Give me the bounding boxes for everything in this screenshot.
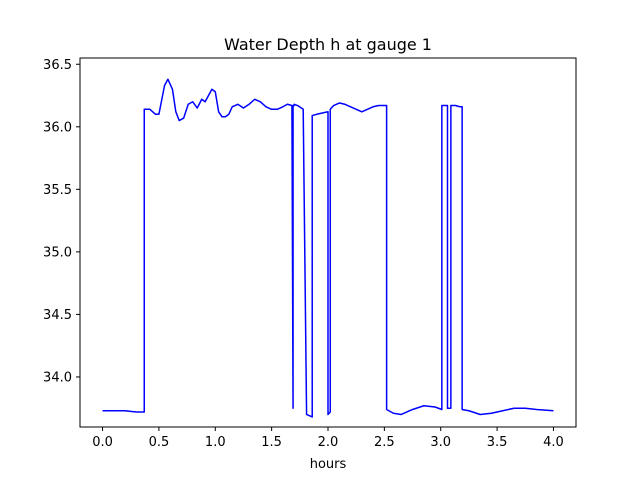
- y-axis: 34.0 34.5 35.0 35.5 36.0 36.5: [43, 58, 80, 385]
- x-tick-label: 3.0: [430, 435, 451, 450]
- x-tick-label: 0.5: [149, 435, 170, 450]
- x-axis-label: hours: [310, 457, 347, 472]
- chart-title: Water Depth h at gauge 1: [224, 35, 432, 54]
- x-tick-label: 1.5: [261, 435, 282, 450]
- x-tick-label: 1.0: [205, 435, 226, 450]
- water-depth-series-line: [102, 78, 554, 418]
- y-tick-label: 35.5: [43, 183, 72, 198]
- y-tick-label: 36.0: [43, 120, 72, 135]
- y-tick-label: 36.5: [43, 58, 72, 73]
- y-tick-label: 34.0: [43, 370, 72, 385]
- x-tick-label: 2.0: [318, 435, 339, 450]
- x-tick-label: 0.0: [92, 435, 113, 450]
- y-tick-label: 34.5: [43, 308, 72, 323]
- x-tick-label: 2.5: [374, 435, 395, 450]
- x-tick-label: 3.5: [487, 435, 508, 450]
- x-axis: 0.0 0.5 1.0 1.5 2.0 2.5 3.0 3.5 4.0: [92, 427, 564, 450]
- x-tick-label: 4.0: [543, 435, 564, 450]
- y-tick-label: 35.0: [43, 245, 72, 260]
